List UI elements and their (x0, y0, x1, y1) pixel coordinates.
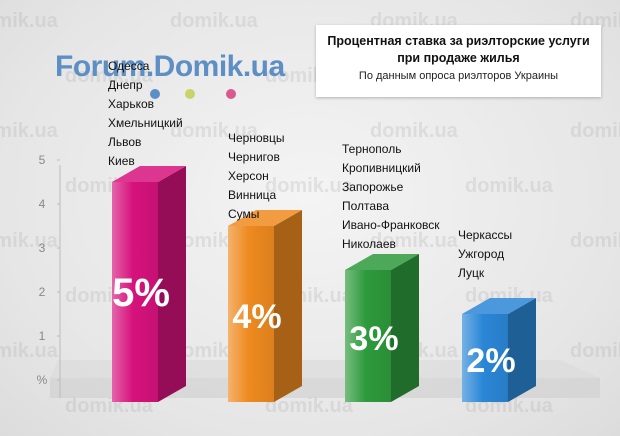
bar-front (462, 314, 508, 402)
city-name: Хмельницкий (108, 116, 183, 130)
bar-front (345, 270, 391, 402)
bar-side (158, 166, 186, 402)
city-name: Сумы (228, 207, 260, 221)
chart-subtitle: По данным опроса риэлторов Украины (358, 70, 559, 82)
y-tick-label: % (37, 373, 48, 387)
city-name: Николаев (342, 237, 396, 251)
city-group-label: Черкассы Ужгород Луцк (458, 226, 512, 283)
bar-top (228, 210, 302, 226)
y-tick-label: 3 (39, 241, 46, 255)
city-name: Ивано-Франковск (342, 218, 440, 232)
city-name: Черновцы (228, 131, 285, 145)
city-name: Одесса (108, 59, 150, 73)
y-tick-label: 4 (39, 197, 46, 211)
city-name: Киев (108, 154, 135, 168)
chart-title: Процентная ставка за риэлторские услуги … (327, 34, 590, 65)
decor-dot-yellow (185, 89, 195, 99)
city-name: Запорожье (342, 180, 404, 194)
decor-dot-pink (226, 89, 236, 99)
bar-value-label: 4% (232, 298, 281, 336)
bar-value-label: 5% (112, 271, 170, 315)
city-name: Днепр (108, 78, 143, 92)
brand-logo: Forum.Domik.ua (55, 50, 285, 83)
title-box: Процентная ставка за риэлторские услуги … (316, 25, 601, 97)
bar-front (228, 226, 274, 402)
city-name: Херсон (228, 169, 269, 183)
city-name: Тернополь (342, 142, 402, 156)
city-group-label: Тернополь Кропивницкий Запорожье Полтава Ива… (342, 140, 439, 254)
y-tick-label: 5 (39, 153, 46, 167)
city-name: Львов (108, 135, 142, 149)
city-name: Ужгород (458, 247, 505, 261)
city-name: Луцк (458, 266, 485, 280)
bar-side (391, 254, 419, 402)
y-tick-label: 1 (39, 329, 46, 343)
y-tick-label: 2 (39, 285, 46, 299)
bar-top (112, 166, 186, 182)
city-group-label: Одесса Днепр Харьков Хмельницкий Львов Киев (108, 57, 183, 171)
bar-side (274, 210, 302, 402)
bar-top (345, 254, 419, 270)
city-name: Винница (228, 188, 277, 202)
bar-side (508, 298, 536, 402)
bar-top (462, 298, 536, 314)
bar-value-label: 3% (349, 320, 398, 358)
city-name: Кропивницкий (342, 161, 421, 175)
bar-value-label: 2% (466, 342, 515, 380)
bar-front (112, 182, 158, 402)
city-name: Полтава (342, 199, 389, 213)
city-group-label: Черновцы Чернигов Херсон Винница Сумы (228, 129, 285, 224)
decor-dot-blue (150, 89, 160, 99)
city-name: Чернигов (228, 150, 280, 164)
city-name: Харьков (108, 97, 155, 111)
city-name: Черкассы (458, 228, 513, 242)
